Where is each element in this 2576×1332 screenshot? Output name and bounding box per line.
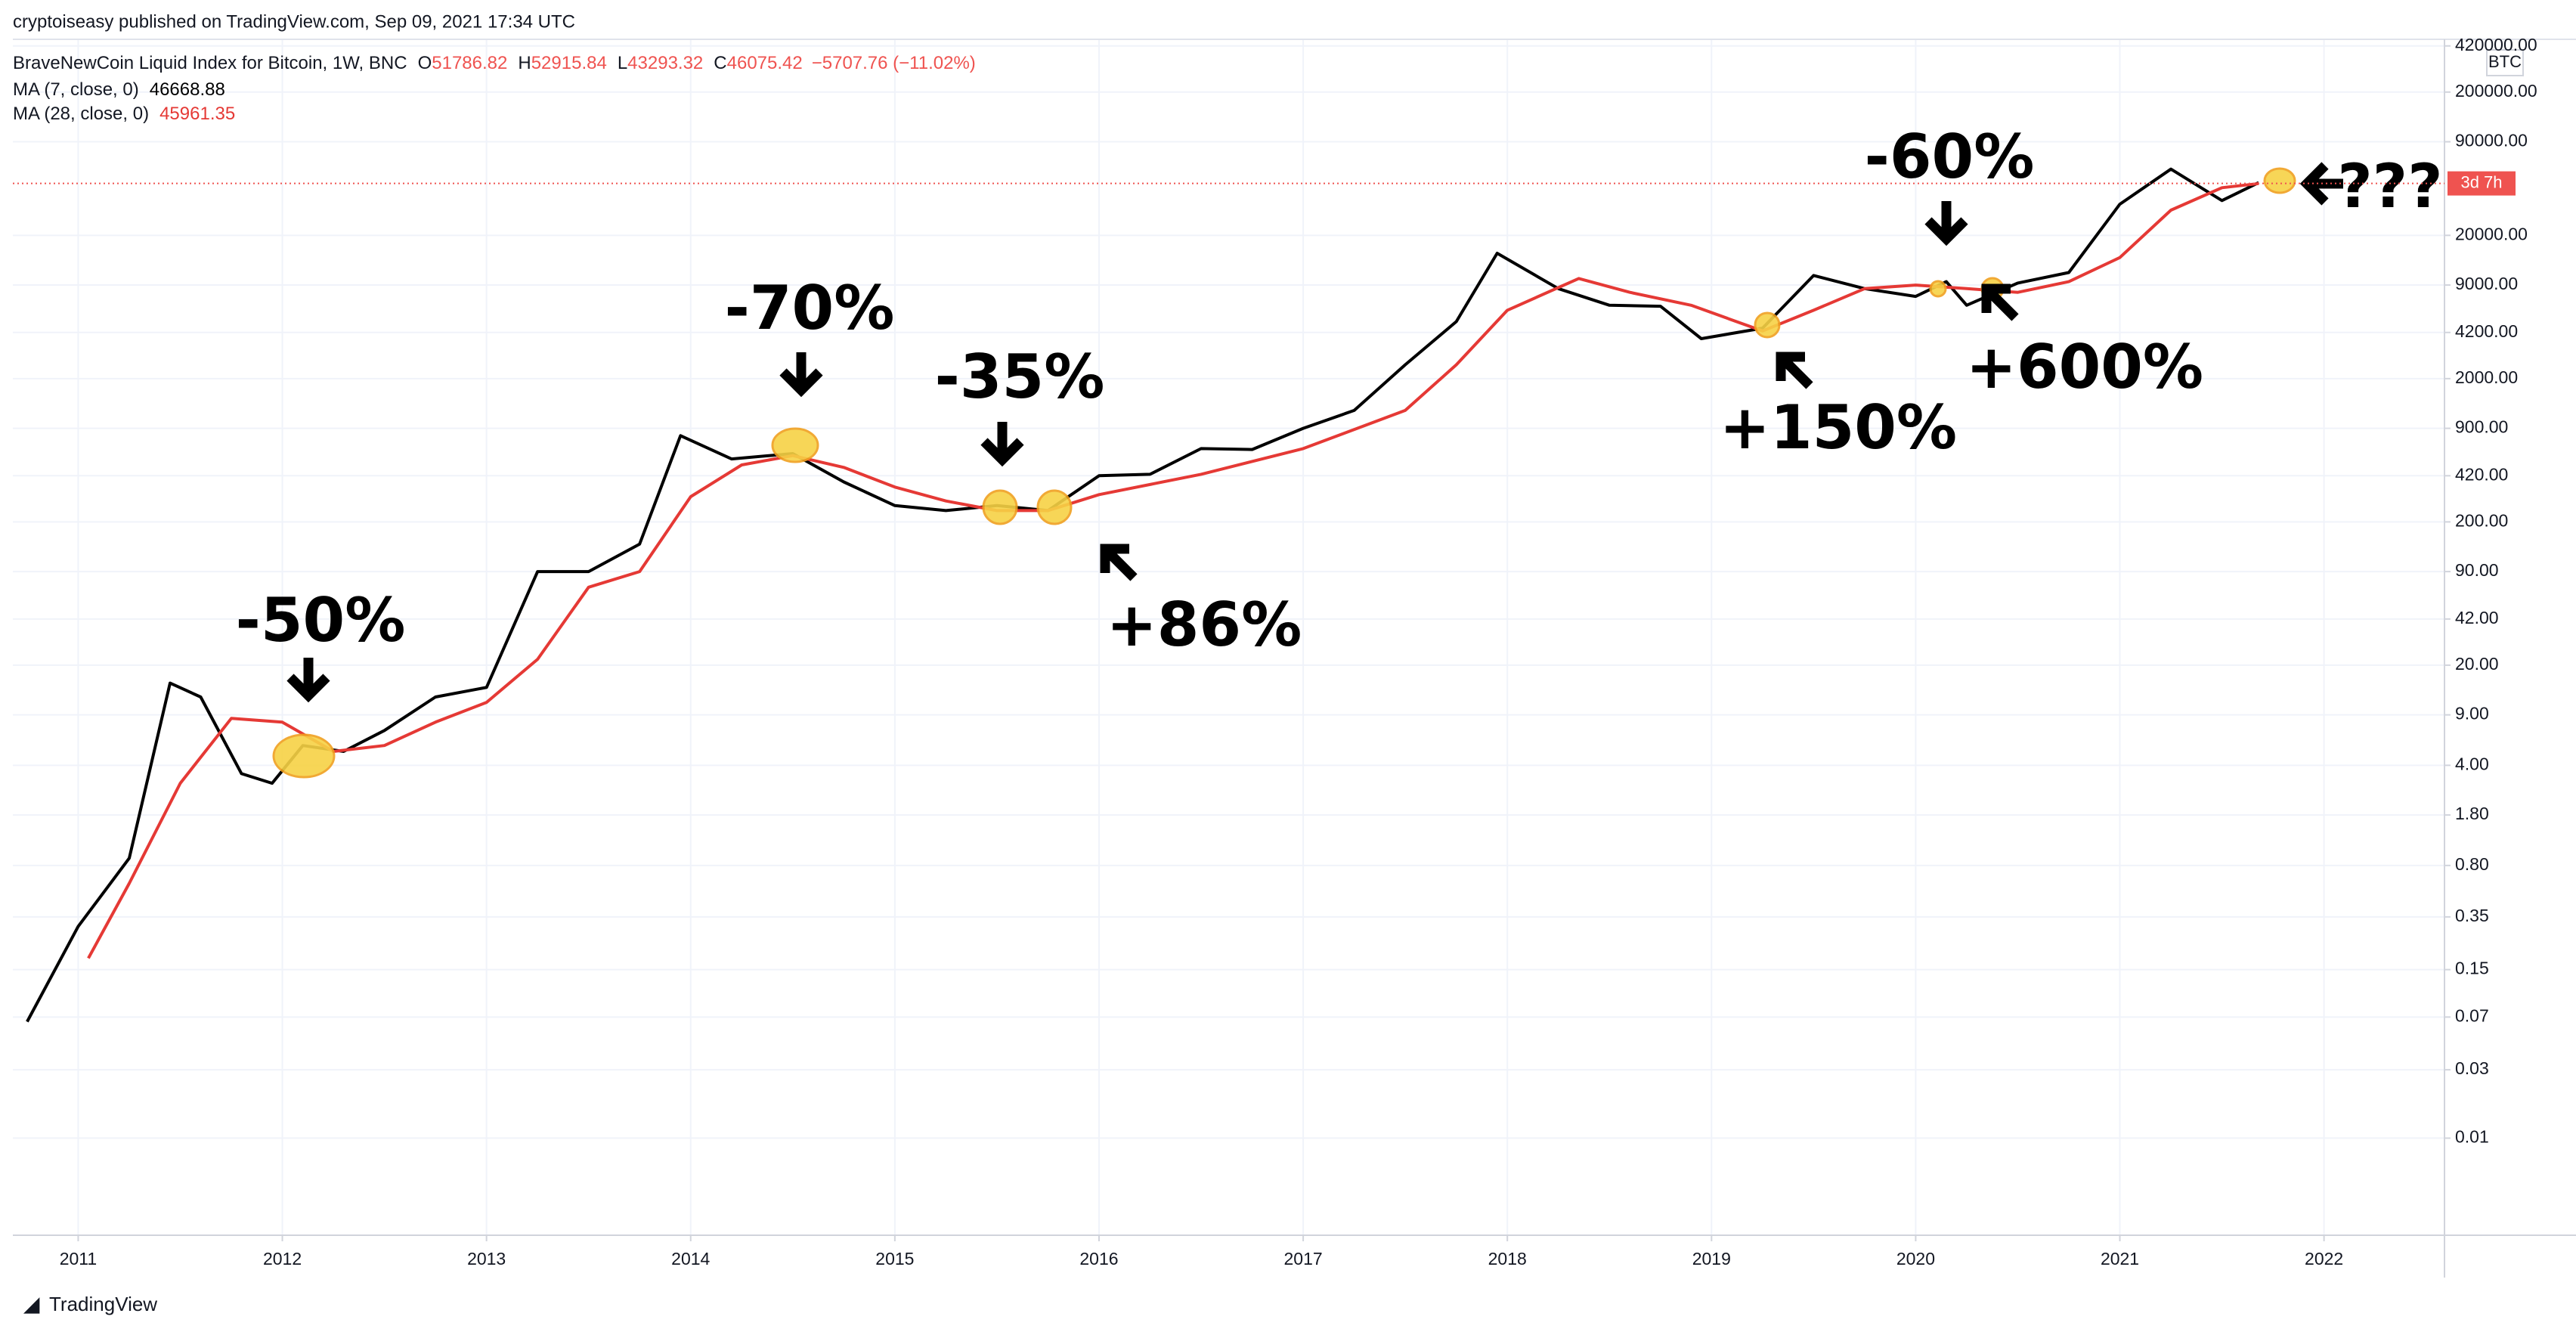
x-tick-label: 2012 — [263, 1249, 302, 1268]
y-tick-label: 420000.00 — [2455, 35, 2537, 54]
y-tick-label: 0.01 — [2455, 1127, 2489, 1147]
y-tick-label: 0.80 — [2455, 854, 2489, 874]
x-tick-label: 2021 — [2101, 1249, 2139, 1268]
y-tick-label: 90000.00 — [2455, 131, 2528, 150]
y-tick-label: 9000.00 — [2455, 274, 2518, 293]
marker — [1929, 280, 1947, 298]
marker — [771, 427, 819, 463]
ohlc-label: O — [418, 53, 432, 73]
arrow — [1100, 544, 1138, 581]
indicator-legend: MA (28, close, 0) 45961.35 — [13, 104, 235, 124]
x-tick-label: 2013 — [467, 1249, 506, 1268]
grid — [13, 39, 2444, 1235]
ohlc-label: H — [518, 53, 531, 73]
arrow — [1981, 283, 2019, 321]
indicator-value: 45961.35 — [159, 104, 235, 124]
countdown-box — [2448, 171, 2516, 196]
y-tick-label: 2000.00 — [2455, 367, 2518, 387]
y-tick-label: 20.00 — [2455, 654, 2499, 674]
marker — [1754, 311, 1781, 339]
annotation: -60% — [1865, 122, 2035, 192]
ohlc-value: 43293.32 — [627, 53, 703, 73]
y-tick-label: 42.00 — [2455, 608, 2499, 627]
publisher: cryptoiseasy published on TradingView.co… — [13, 11, 575, 32]
indicator-name: MA (7, close, 0) — [13, 79, 139, 100]
annotation: +86% — [1107, 590, 1302, 660]
y-tick-label: 90.00 — [2455, 560, 2499, 580]
y-tick-label: 0.35 — [2455, 906, 2489, 925]
x-tick-label: 2022 — [2305, 1249, 2343, 1268]
change: −5707.76 (−11.02%) — [812, 53, 976, 73]
y-tick-label: 200.00 — [2455, 510, 2508, 530]
y-tick-label: 0.15 — [2455, 959, 2489, 978]
currency: BTC — [2488, 52, 2522, 71]
y-tick-label: 900.00 — [2455, 417, 2508, 437]
y-tick-label: 1.80 — [2455, 804, 2489, 823]
x-tick-label: 2020 — [1896, 1249, 1935, 1268]
x-tick-label: 2015 — [875, 1249, 914, 1268]
marker — [272, 733, 336, 779]
x-tick-label: 2014 — [671, 1249, 710, 1268]
indicator-value: 46668.88 — [150, 79, 225, 100]
y-tick-label: 0.03 — [2455, 1058, 2489, 1078]
annotation: +600% — [1966, 332, 2203, 402]
y-tick-label: 0.07 — [2455, 1005, 2489, 1025]
indicator-legend: MA (7, close, 0) 46668.88 — [13, 79, 225, 100]
arrow — [1924, 201, 1968, 246]
annotation: +150% — [1720, 392, 1957, 463]
x-tick-label: 2017 — [1284, 1249, 1323, 1268]
arrow — [779, 352, 823, 398]
arrow — [1776, 352, 1813, 389]
marker — [1036, 489, 1073, 525]
ohlc-value: 52915.84 — [531, 53, 607, 73]
y-tick-label: 4200.00 — [2455, 321, 2518, 341]
marker — [982, 489, 1018, 525]
y-tick-label: 9.00 — [2455, 704, 2489, 723]
currency-box — [2486, 49, 2524, 76]
ohlc-value: 46075.42 — [727, 53, 803, 73]
countdown: 3d 7h — [2460, 172, 2502, 191]
y-tick-label: 420.00 — [2455, 464, 2508, 484]
x-tick-label: 2018 — [1488, 1249, 1527, 1268]
annotation: ??? — [2337, 151, 2442, 221]
marker — [2263, 167, 2296, 194]
ohlc-label: C — [714, 53, 726, 73]
y-tick-label: 4.00 — [2455, 754, 2489, 773]
x-tick-label: 2016 — [1079, 1249, 1118, 1268]
annotation: -70% — [725, 273, 895, 343]
legend-header: BraveNewCoin Liquid Index for Bitcoin, 1… — [13, 53, 976, 73]
x-tick-label: 2019 — [1692, 1249, 1731, 1268]
symbol-title: BraveNewCoin Liquid Index for Bitcoin, 1… — [13, 53, 407, 73]
y-tick-label: 200000.00 — [2455, 81, 2537, 101]
y-tick-label: 20000.00 — [2455, 224, 2528, 243]
ohlc-label: L — [618, 53, 627, 73]
logo-mark: ◢ — [23, 1293, 40, 1315]
arrow — [980, 422, 1024, 467]
ohlc-value: 51786.82 — [432, 53, 507, 73]
indicator-name: MA (28, close, 0) — [13, 104, 149, 124]
branding: TradingView — [49, 1293, 157, 1315]
arrow — [286, 658, 330, 703]
annotation: -35% — [935, 342, 1105, 412]
annotation: -50% — [236, 585, 406, 655]
x-tick-label: 2011 — [60, 1249, 97, 1268]
